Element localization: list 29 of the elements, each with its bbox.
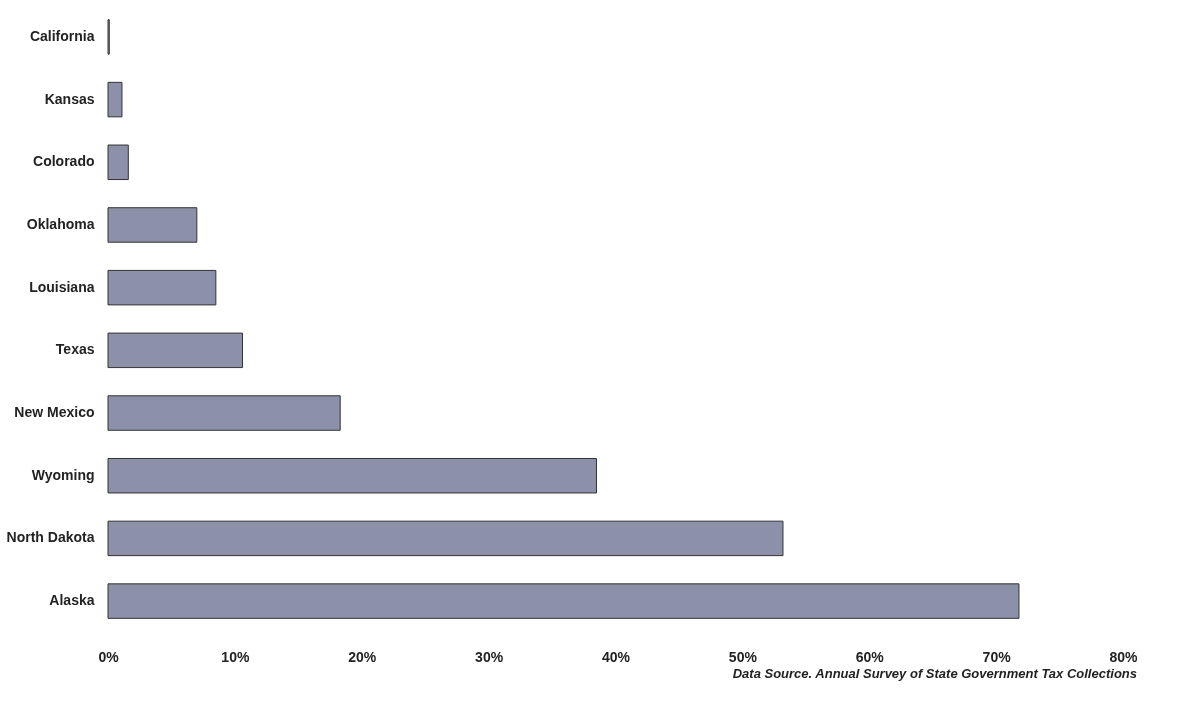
bar: [107, 144, 129, 181]
source-note: Data Source. Annual Survey of State Government Tax Collections: [732, 666, 1138, 681]
x-tick-label: 0%: [98, 648, 120, 665]
bar: [107, 583, 1020, 619]
x-tick-label: 30%: [475, 648, 504, 665]
y-tick-label: New Mexico: [14, 404, 95, 421]
bar: [107, 269, 217, 306]
y-tick-label: Texas: [55, 341, 95, 358]
x-tick-label: 80%: [1109, 648, 1139, 665]
x-tick-label: 70%: [982, 648, 1012, 665]
x-tick-label: 60%: [855, 648, 885, 665]
y-tick-label: California: [29, 27, 95, 44]
y-tick-label: North Dakota: [6, 529, 95, 546]
y-tick-label: Wyoming: [31, 466, 95, 483]
y-tick-label: Oklahoma: [26, 215, 95, 232]
bar: [107, 332, 243, 369]
y-tick-label: Alaska: [49, 592, 95, 609]
bar: [107, 81, 123, 118]
y-tick-label: Kansas: [44, 90, 95, 107]
bar: [107, 520, 784, 557]
x-tick-label: 20%: [348, 648, 377, 665]
x-tick-label: 40%: [601, 648, 631, 665]
bar: [107, 207, 198, 243]
x-tick-label: 10%: [221, 648, 250, 665]
x-tick-label: 50%: [728, 648, 758, 665]
bar: [107, 395, 341, 431]
bar: [107, 457, 597, 494]
y-tick-label: Colorado: [33, 153, 95, 170]
y-tick-label: Louisiana: [29, 278, 95, 295]
